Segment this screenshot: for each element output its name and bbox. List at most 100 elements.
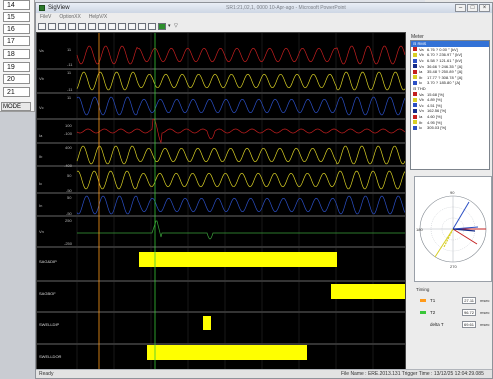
- meter-channel-name: Ic: [419, 80, 423, 86]
- print-icon[interactable]: [58, 23, 66, 30]
- open-icon[interactable]: [38, 23, 46, 30]
- zoom-in-icon[interactable]: [68, 23, 76, 30]
- filter-icon[interactable]: ▽: [174, 23, 178, 29]
- meter-row[interactable]: Ic 305.03 [%]: [411, 125, 489, 131]
- meter-channel-name: Vb: [419, 52, 424, 58]
- meter-row[interactable]: Vb 4.89 [%]: [411, 97, 489, 103]
- save-icon[interactable]: [48, 23, 56, 30]
- color-dropdown-chevron-icon[interactable]: ▾: [168, 23, 171, 29]
- status-left: Ready: [39, 371, 54, 377]
- sigview-window: SigView SR1:21,02,1, 0000 10-Apr-ago - M…: [35, 2, 493, 379]
- t1-unit: msec: [480, 298, 490, 303]
- channel-color-swatch: [413, 125, 417, 130]
- minimize-button[interactable]: –: [455, 4, 466, 12]
- t1-label: T1: [430, 298, 436, 303]
- phasor-270-label: 270: [450, 264, 457, 269]
- register-row[interactable]: 19: [3, 62, 30, 72]
- legacy-register-panel: 14 15 16 17 18 19 20 21 MODE: [0, 0, 35, 112]
- ic-top-label: 50: [67, 173, 72, 178]
- timing-t1-row: T1 27.11 msec: [420, 297, 490, 304]
- in-top-label: 50: [67, 195, 72, 200]
- meter-row[interactable]: Va 6.76 ? 0.00 ° [kV]: [411, 47, 489, 53]
- delta-value-field[interactable]: 69.61: [462, 321, 476, 328]
- meter-row[interactable]: Vc 6.58 ? 121.61 ° [kV]: [411, 58, 489, 64]
- right-panel: Meter ⊟ RMS Va 6.76 ? 0.00 ° [kV] Vb 6.70 ? …: [408, 32, 492, 378]
- register-row[interactable]: 18: [3, 49, 30, 59]
- meter-row[interactable]: Ic 3.70 ? 185.80 ° [A]: [411, 80, 489, 86]
- vn-top-label: 250: [65, 218, 72, 223]
- menu-file[interactable]: FileV: [40, 14, 52, 20]
- sagdip-active-bar: [139, 252, 337, 267]
- phasor-ic-line: [452, 226, 479, 230]
- register-row[interactable]: 21: [3, 87, 30, 97]
- meter-value: 305.03 [%]: [427, 125, 447, 131]
- ic-bottom-label: -50: [66, 188, 72, 193]
- grid-icon[interactable]: [108, 23, 116, 30]
- register-row[interactable]: 17: [3, 36, 30, 46]
- meter-row[interactable]: Vc 4.51 [%]: [411, 103, 489, 109]
- meter-channel-name: Vn: [419, 108, 424, 114]
- zoom-fit-icon[interactable]: [88, 23, 96, 30]
- meter-row[interactable]: Ia 35.48 ? 250.89 ° [A]: [411, 69, 489, 75]
- maximize-button[interactable]: □: [467, 4, 478, 12]
- meter-value: 162.56 [%]: [427, 108, 447, 114]
- ib-waveform: [76, 145, 405, 165]
- color-icon[interactable]: [158, 23, 166, 30]
- meter-row[interactable]: Ib 4.95 [%]: [411, 119, 489, 125]
- register-row[interactable]: 16: [3, 24, 30, 34]
- meter-list[interactable]: ⊟ RMS Va 6.76 ? 0.00 ° [kV] Vb 6.70 ? 236.97…: [410, 40, 490, 170]
- va-channel-label: Va: [39, 48, 44, 53]
- meter-row[interactable]: Vb 6.70 ? 236.97 ° [kV]: [411, 52, 489, 58]
- meter-row[interactable]: Vn 36.66 ? 246.35 ° [A]: [411, 63, 489, 69]
- register-row[interactable]: 14: [3, 0, 30, 10]
- zoom-out-icon[interactable]: [78, 23, 86, 30]
- meter-value: 6.70 ? 236.97 ° [kV]: [427, 52, 463, 58]
- meter-channel-name: Ia: [419, 69, 423, 75]
- channel-icon[interactable]: [148, 23, 156, 30]
- meter-row[interactable]: Vn 162.56 [%]: [411, 108, 489, 114]
- layout-icon[interactable]: [138, 23, 146, 30]
- phasor-icon[interactable]: [118, 23, 126, 30]
- ia-bottom-label: -100: [64, 131, 73, 136]
- timing-panel: Timing T1 27.11 msec T2 96.72 msec delta…: [414, 284, 492, 354]
- meter-channel-name: Vn: [419, 63, 424, 69]
- phasor-ia-line: [452, 228, 478, 245]
- meter-group-rms[interactable]: ⊟ RMS: [411, 41, 489, 47]
- close-button[interactable]: ×: [479, 4, 490, 12]
- vb-channel-label: Vb: [39, 76, 44, 81]
- vc-channel-label: Vc: [39, 105, 44, 110]
- meter-channel-name: Vc: [419, 58, 424, 64]
- menu-options[interactable]: OptionXX: [59, 14, 81, 20]
- menu-help[interactable]: HelpV/X: [88, 14, 108, 20]
- mode-label: MODE: [1, 102, 31, 111]
- register-row[interactable]: 15: [3, 12, 30, 22]
- register-row[interactable]: 20: [3, 74, 30, 84]
- phasor-vb-line: [434, 228, 454, 258]
- t2-value-field[interactable]: 96.72: [462, 309, 476, 316]
- t1-value-field[interactable]: 27.11: [462, 297, 476, 304]
- vn-waveform: [77, 220, 405, 240]
- va-bottom-label: -11: [67, 62, 73, 67]
- vb-top-label: 11: [67, 70, 72, 75]
- waveform-plot[interactable]: 11 Va -11 11 Vb -11 11 Vc 100 Ia -100 40…: [36, 32, 406, 378]
- t2-label: T2: [430, 310, 436, 315]
- channel-color-swatch: [413, 75, 417, 80]
- meter-row[interactable]: Ia 4.60 [%]: [411, 114, 489, 120]
- phasor-ib-line: [443, 228, 454, 248]
- meter-row[interactable]: Ib 17.77 ? 308.78 ° [A]: [411, 75, 489, 81]
- meter-group-thd[interactable]: ⊟ THD: [411, 86, 489, 92]
- meter-panel: Meter ⊟ RMS Va 6.76 ? 0.00 ° [kV] Vb 6.70 ? …: [408, 32, 492, 172]
- harmonic-icon[interactable]: [128, 23, 136, 30]
- ia-channel-label: Ia: [39, 133, 43, 138]
- phasor-90-label: 90: [450, 190, 455, 195]
- meter-value: 4.60 [%]: [427, 114, 442, 120]
- meter-group-label: ⊟ RMS: [413, 41, 427, 47]
- digital-channel-sagbof: SAGBOF: [39, 291, 56, 296]
- meter-channel-name: Ic: [419, 125, 423, 131]
- cursor-icon[interactable]: [98, 23, 106, 30]
- va-top-label: 11: [67, 47, 72, 52]
- channel-color-swatch: [413, 120, 417, 125]
- meter-value: 3.70 ? 185.80 ° [A]: [427, 80, 461, 86]
- meter-row[interactable]: Va 15.68 [%]: [411, 91, 489, 97]
- phasor-vc-line: [452, 201, 470, 230]
